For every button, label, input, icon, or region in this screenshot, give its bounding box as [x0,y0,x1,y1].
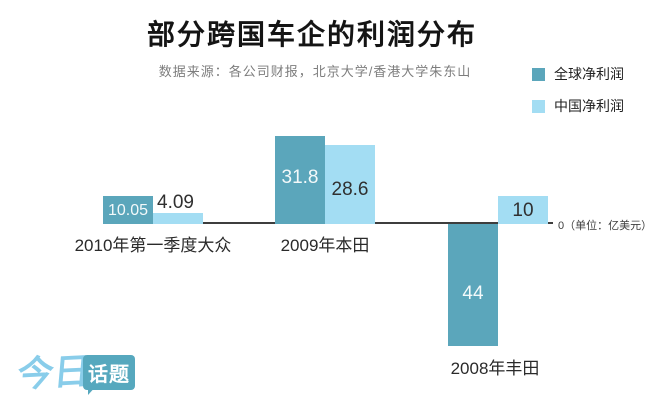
value-label-honda-china: 28.6 [331,179,369,200]
bar-vw-china-profit [153,213,203,224]
bar-vw-global-profit [103,196,153,224]
chart-title: 部分跨国车企的利润分布 [146,19,477,50]
logo-script-text: 今日 [15,350,92,395]
legend-label-china: 中国净利润 [554,98,624,114]
chart-source-note: 数据来源：各公司财报，北京大学/香港大学朱东山 [158,64,472,79]
bar-honda-global-profit [275,136,325,224]
value-label-vw-china: 4.09 [157,192,194,213]
legend-item-global: 全球净利润 [532,64,624,84]
category-label-vw: 2010年第一季度大众 [74,236,232,255]
today-topic-logo: 今日 话题 [16,342,146,398]
bar-toyota-global-loss [448,224,498,346]
axis-zero-unit-label: 0（单位：亿美元） [558,220,653,232]
legend-swatch-china [532,99,545,113]
legend-swatch-global [532,67,545,81]
category-label-toyota: 2008年丰田 [450,359,540,378]
value-label-toyota-china: 10 [512,200,534,221]
category-label-honda: 2009年本田 [280,236,370,255]
value-label-vw-global: 10.05 [107,202,149,219]
value-label-honda-global: 31.8 [281,167,319,188]
legend-item-china: 中国净利润 [532,96,624,116]
value-label-toyota-global: 44 [462,283,484,304]
legend: 全球净利润 中国净利润 [532,64,624,128]
bar-honda-china-profit [325,145,375,224]
bar-toyota-china-profit [498,196,548,224]
legend-label-global: 全球净利润 [554,66,624,82]
speech-bubble-tail-icon [88,384,98,395]
